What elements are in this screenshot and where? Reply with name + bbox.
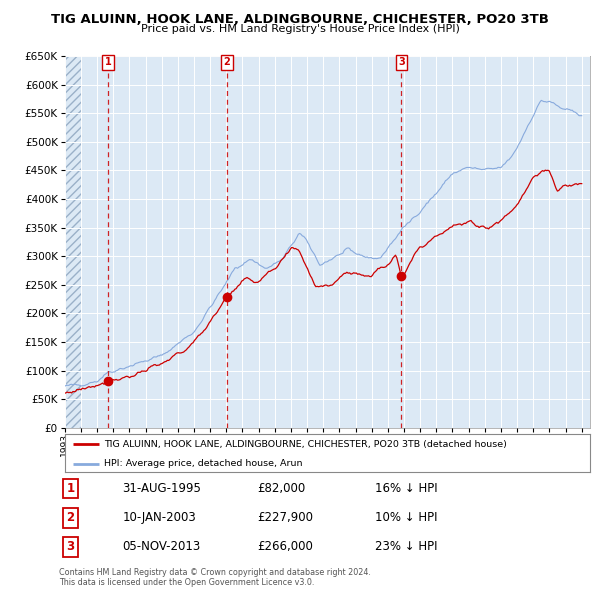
- Text: 05-NOV-2013: 05-NOV-2013: [122, 540, 201, 553]
- Text: 1: 1: [104, 57, 111, 67]
- Text: TIG ALUINN, HOOK LANE, ALDINGBOURNE, CHICHESTER, PO20 3TB: TIG ALUINN, HOOK LANE, ALDINGBOURNE, CHI…: [51, 13, 549, 26]
- Text: 3: 3: [398, 57, 405, 67]
- Text: 10-JAN-2003: 10-JAN-2003: [122, 511, 196, 525]
- Text: 10% ↓ HPI: 10% ↓ HPI: [375, 511, 437, 525]
- Text: HPI: Average price, detached house, Arun: HPI: Average price, detached house, Arun: [104, 459, 302, 468]
- Text: £82,000: £82,000: [257, 482, 305, 495]
- Text: 2: 2: [66, 511, 74, 525]
- Text: 23% ↓ HPI: 23% ↓ HPI: [375, 540, 437, 553]
- Text: 31-AUG-1995: 31-AUG-1995: [122, 482, 202, 495]
- Text: 3: 3: [66, 540, 74, 553]
- Text: Contains HM Land Registry data © Crown copyright and database right 2024.
This d: Contains HM Land Registry data © Crown c…: [59, 568, 371, 587]
- Text: 16% ↓ HPI: 16% ↓ HPI: [375, 482, 437, 495]
- Text: TIG ALUINN, HOOK LANE, ALDINGBOURNE, CHICHESTER, PO20 3TB (detached house): TIG ALUINN, HOOK LANE, ALDINGBOURNE, CHI…: [104, 440, 507, 449]
- Text: Price paid vs. HM Land Registry's House Price Index (HPI): Price paid vs. HM Land Registry's House …: [140, 24, 460, 34]
- Text: 2: 2: [223, 57, 230, 67]
- Text: £227,900: £227,900: [257, 511, 313, 525]
- Text: 1: 1: [66, 482, 74, 495]
- Text: £266,000: £266,000: [257, 540, 313, 553]
